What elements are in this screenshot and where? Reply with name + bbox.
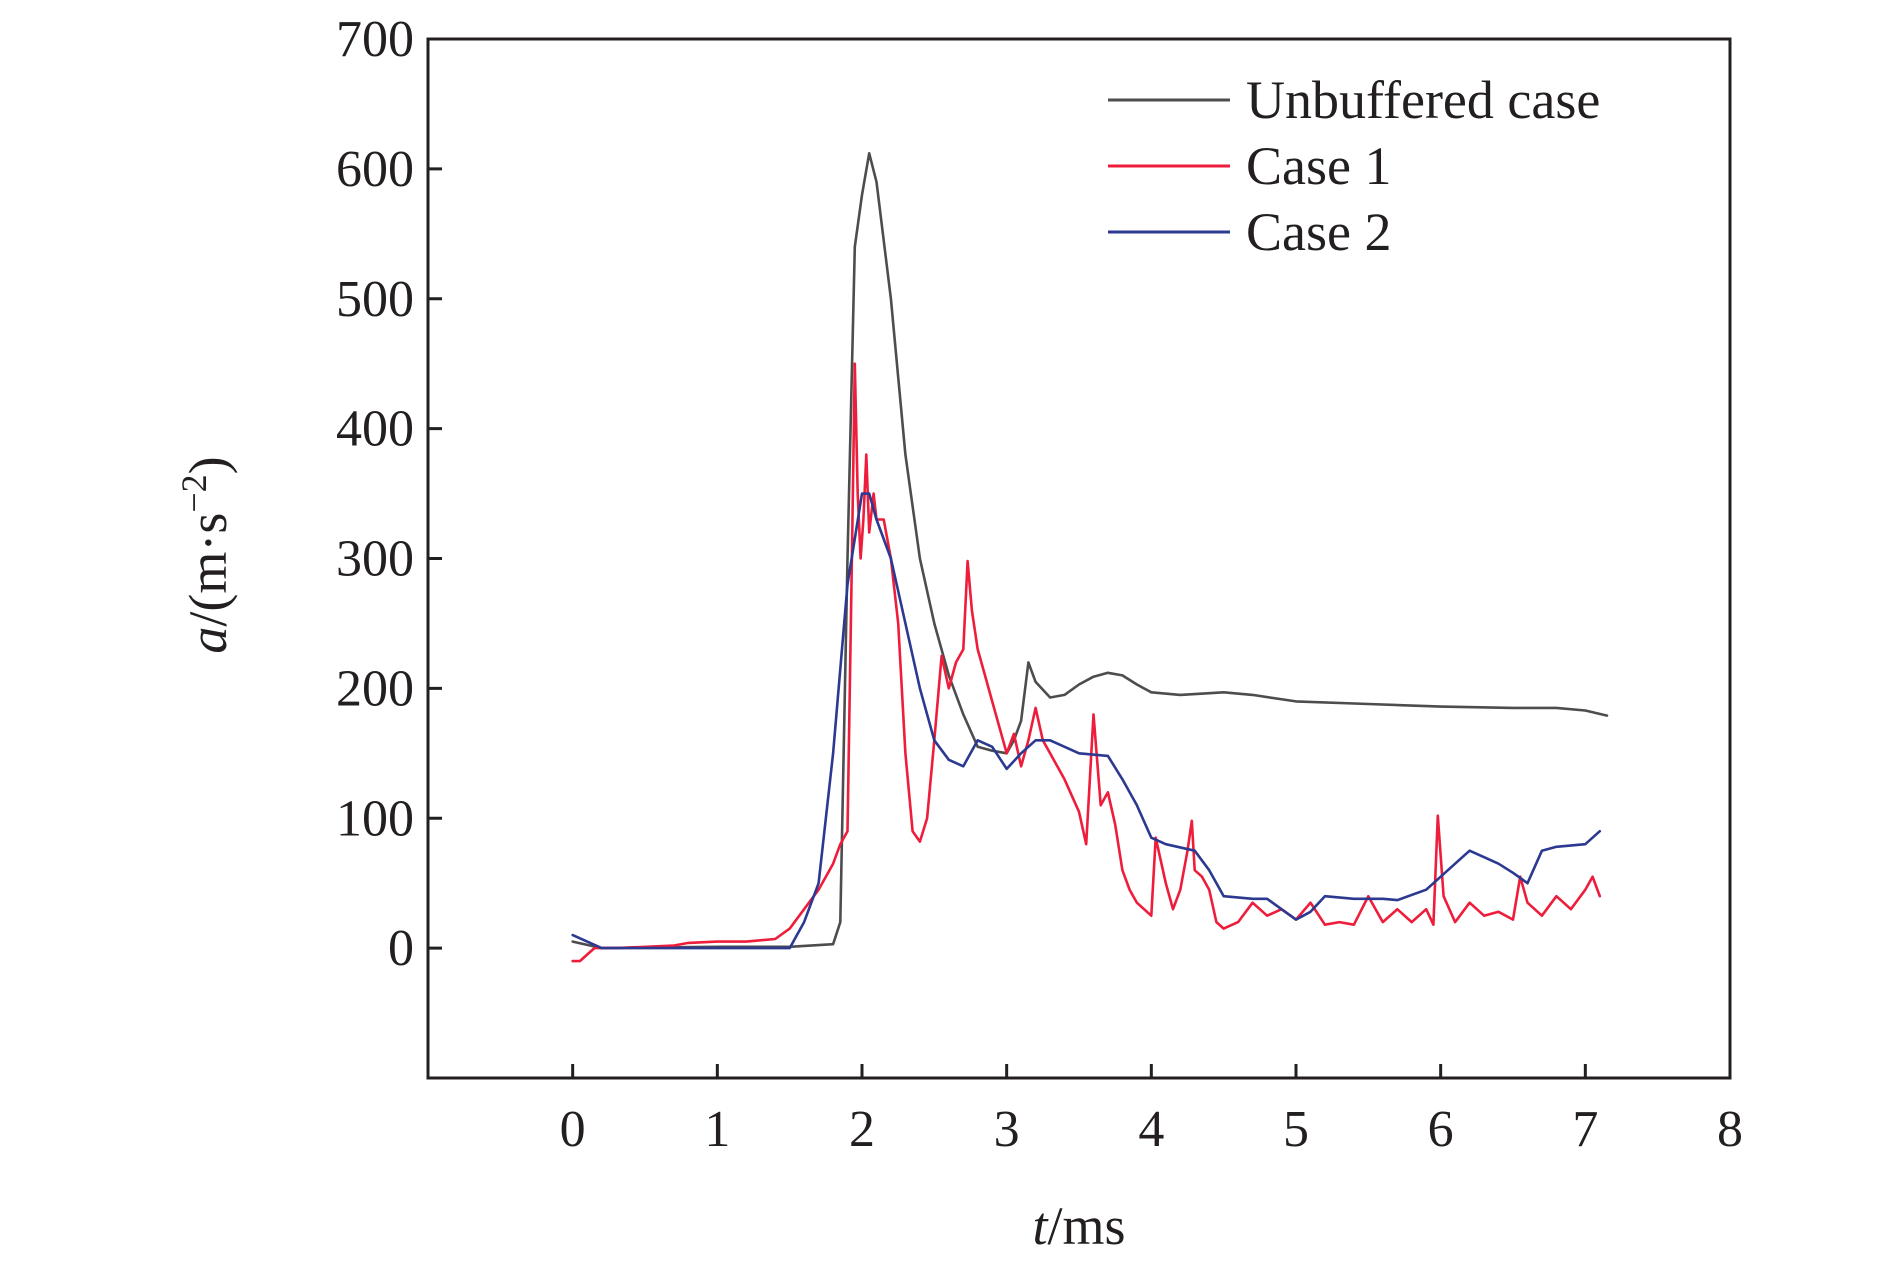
y-axis-label-unit: /(m·s (178, 513, 238, 627)
x-tick-label: 6 (1428, 1101, 1454, 1158)
x-tick-label: 7 (1572, 1101, 1598, 1158)
x-tick-label: 5 (1283, 1101, 1309, 1158)
x-axis-label: t/ms (1032, 1196, 1125, 1256)
series-line-3 (571, 492, 1602, 950)
legend-label-1: Unbuffered case (1246, 70, 1600, 130)
series-layer (571, 152, 1609, 963)
y-axis: 0 100 200 300 400 500 600 700 (336, 11, 442, 977)
y-tick-label: 500 (336, 271, 414, 328)
x-axis-label-var: t (1032, 1196, 1049, 1256)
y-axis-label-sup: −2 (174, 474, 214, 512)
plot-frame (426, 37, 1732, 1080)
series-line-1 (571, 152, 1609, 950)
y-tick-label: 600 (336, 141, 414, 198)
x-axis-label-unit: /ms (1047, 1196, 1125, 1256)
legend-label-2: Case 1 (1246, 136, 1391, 196)
y-tick-label: 400 (336, 401, 414, 458)
y-axis-label-var: a (178, 627, 238, 654)
x-tick-label: 1 (704, 1101, 730, 1158)
x-tick-label: 4 (1138, 1101, 1164, 1158)
y-axis-label-close: ) (178, 456, 238, 474)
y-tick-label: 100 (336, 790, 414, 847)
y-tick-label: 700 (336, 11, 414, 68)
y-tick-label: 0 (388, 920, 414, 977)
legend-label-3: Case 2 (1246, 202, 1391, 262)
series-line-2 (571, 362, 1602, 963)
y-tick-label: 300 (336, 531, 414, 588)
x-axis: 0 1 2 3 4 5 6 7 8 (560, 1064, 1743, 1158)
y-tick-label: 200 (336, 660, 414, 717)
y-axis-label: a/(m·s−2) (174, 456, 238, 653)
x-tick-label: 0 (560, 1101, 586, 1158)
x-tick-label: 2 (849, 1101, 875, 1158)
x-tick-label: 3 (994, 1101, 1020, 1158)
x-tick-label: 8 (1717, 1101, 1743, 1158)
